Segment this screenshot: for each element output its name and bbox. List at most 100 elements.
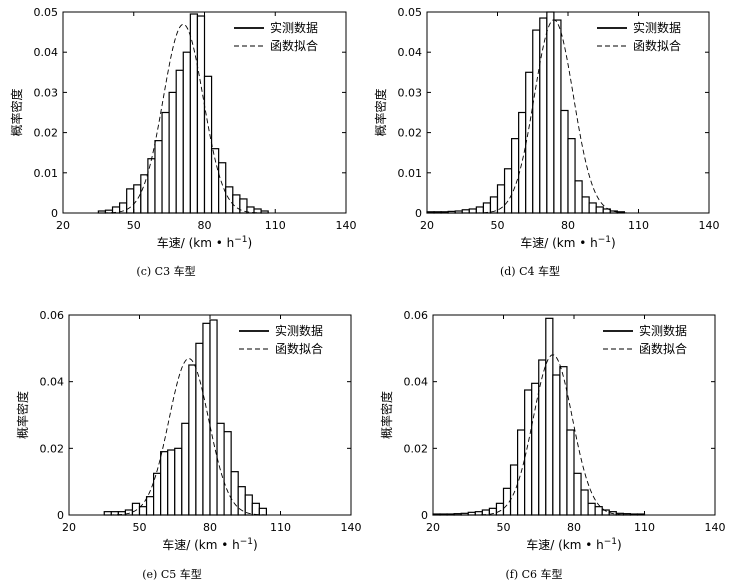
y-tick-label: 0.02 (398, 127, 423, 140)
histogram-bar (161, 111, 170, 214)
histogram-bar (511, 138, 520, 214)
histogram-bar (468, 208, 477, 214)
x-axis-title: 车速/ (km • h−1) (520, 235, 615, 250)
x-axis-title-suffix: ) (253, 538, 258, 552)
panel-caption: (e) C5 车型 (142, 567, 202, 581)
histogram-bar (525, 71, 534, 214)
x-tick-label: 80 (561, 219, 575, 232)
x-tick-label: 140 (341, 521, 362, 534)
histogram-bar (482, 202, 492, 214)
histogram-bar (595, 206, 604, 214)
histogram-bars (426, 11, 625, 214)
histogram-bar (195, 342, 204, 516)
x-axis-title-sup: −1 (234, 235, 247, 245)
y-tick-label: 0 (57, 509, 64, 522)
histogram-bar (244, 494, 253, 516)
x-axis-title-main: 车速/ (km • h (157, 235, 235, 250)
histogram-bar (167, 449, 176, 516)
histogram-bar (475, 206, 485, 214)
legend-label: 函数拟合 (639, 341, 687, 356)
x-tick-label: 50 (491, 219, 505, 232)
histogram-bar (251, 502, 260, 516)
histogram-bar (182, 51, 191, 214)
y-axis-title: 概率密度 (373, 88, 388, 136)
histogram-bar (258, 507, 268, 516)
y-tick-label: 0.03 (34, 86, 59, 99)
y-tick-label: 0.02 (34, 127, 59, 140)
histogram-bar (160, 451, 169, 516)
x-tick-label: 110 (628, 219, 649, 232)
panel-caption: (f) C6 车型 (505, 567, 562, 581)
histogram-bar (131, 502, 141, 516)
histogram-bar (553, 19, 562, 214)
histogram-bar (239, 198, 248, 214)
y-axis-title: 概率密度 (379, 391, 394, 439)
histogram-bar (175, 69, 184, 214)
x-tick-label: 140 (705, 521, 726, 534)
histogram-bar (509, 464, 519, 516)
y-tick-label: 0 (51, 207, 58, 220)
y-tick-label: 0.02 (404, 442, 429, 455)
histogram-bar (581, 196, 590, 214)
x-tick-label: 80 (203, 521, 217, 534)
x-tick-label: 140 (699, 219, 720, 232)
x-tick-label: 80 (198, 219, 212, 232)
y-tick-label: 0.05 (398, 6, 423, 19)
x-tick-label: 50 (127, 219, 141, 232)
histogram-bar (147, 158, 156, 214)
histogram-bar (552, 374, 561, 516)
x-axis-title: 车速/ (km • h−1) (526, 537, 621, 552)
panel-caption: (d) C4 车型 (500, 264, 560, 278)
legend-label: 实测数据 (633, 20, 681, 35)
x-axis-title-sup: −1 (240, 537, 253, 547)
histogram-bar (188, 364, 197, 516)
y-tick-label: 0 (421, 509, 428, 522)
legend-label: 实测数据 (270, 20, 318, 35)
histogram-bar (138, 506, 148, 516)
histogram-bar (496, 184, 506, 214)
x-axis-title-main: 车速/ (km • h (162, 537, 240, 552)
y-tick-label: 0.04 (398, 46, 423, 59)
chart-panel-c3: (c) C3 车型 20 50 80 110 140 0 0.01 0.02 0.03 0.04 0… (9, 6, 357, 278)
histogram-bar (580, 489, 589, 516)
x-axis-title-sup: −1 (598, 235, 611, 245)
x-axis-title: 车速/ (km • h−1) (157, 235, 252, 250)
legend-label: 函数拟合 (633, 38, 681, 53)
histogram-bar (203, 75, 213, 214)
y-tick-label: 0.01 (34, 167, 59, 180)
y-tick-label: 0.01 (398, 167, 423, 180)
x-axis-title-sup: −1 (604, 537, 617, 547)
x-tick-label: 80 (567, 521, 581, 534)
legend-label: 实测数据 (639, 323, 687, 338)
histogram-bar (594, 506, 603, 516)
histogram-bar (573, 472, 582, 516)
histogram-bar (145, 496, 155, 516)
histogram-bar (574, 180, 583, 214)
histogram-bar (174, 447, 183, 516)
histogram-bars (432, 317, 646, 516)
legend-label: 函数拟合 (270, 38, 318, 53)
y-tick-label: 0.05 (34, 6, 59, 19)
histogram-bar (587, 502, 596, 516)
y-tick-label: 0.04 (404, 376, 429, 389)
x-tick-label: 110 (265, 219, 286, 232)
x-axis-title: 车速/ (km • h−1) (162, 537, 257, 552)
x-tick-label: 50 (497, 521, 511, 534)
histogram-bar (223, 431, 232, 516)
histogram-bar (495, 502, 505, 516)
y-tick-label: 0.02 (40, 442, 65, 455)
y-tick-label: 0.04 (40, 376, 65, 389)
x-tick-label: 20 (56, 219, 70, 232)
histogram-bar (567, 138, 576, 214)
y-tick-label: 0.03 (398, 86, 423, 99)
x-axis-title-suffix: ) (611, 236, 616, 250)
histogram-bars (97, 13, 269, 214)
x-tick-label: 140 (336, 219, 357, 232)
fit-curve (63, 23, 346, 214)
histogram-bar (538, 359, 547, 516)
histogram-bar (154, 140, 163, 214)
y-axis-title: 概率密度 (15, 391, 30, 439)
histogram-bar (218, 162, 227, 214)
x-tick-label: 110 (634, 521, 655, 534)
